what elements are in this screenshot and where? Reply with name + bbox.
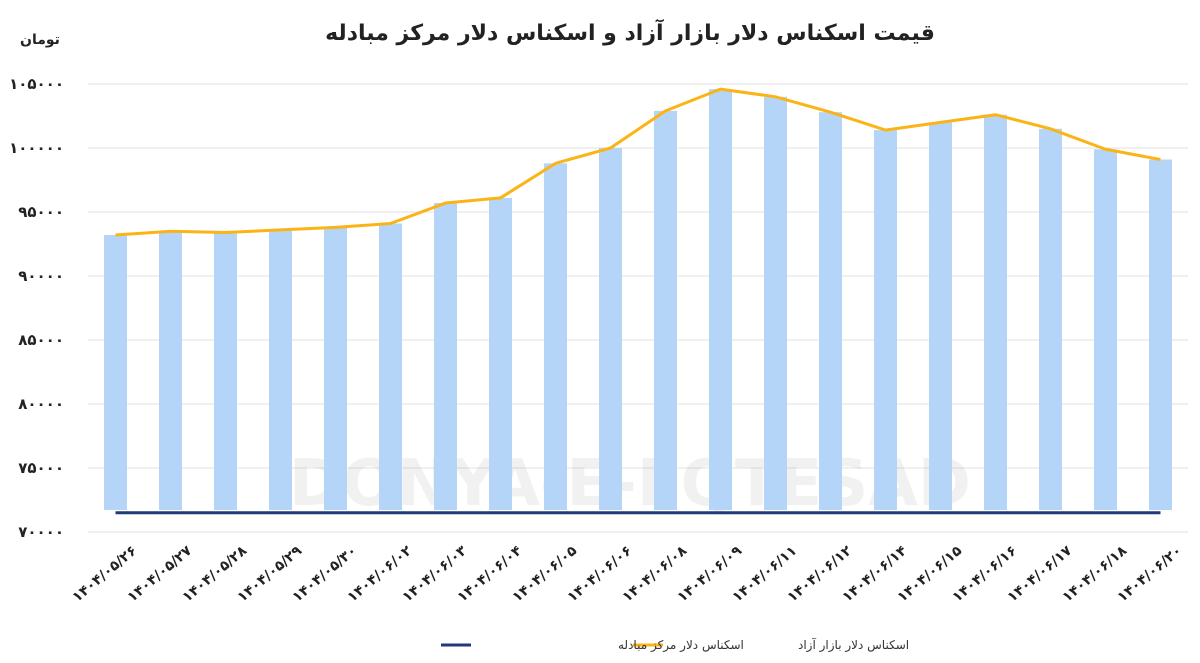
bar [1149, 159, 1172, 510]
legend-label-free-market: اسکناس دلار بازار آزاد [798, 637, 909, 653]
chart-title: قیمت اسکناس دلار بازار آزاد و اسکناس دلا… [325, 18, 935, 46]
y-tick-label: ۹۰۰۰۰ [18, 267, 64, 285]
bar [1039, 128, 1062, 511]
bar [269, 229, 292, 511]
bar [544, 163, 567, 511]
bar [709, 89, 732, 511]
y-tick-label: ۸۰۰۰۰ [18, 395, 64, 413]
y-tick-label: ۱۰۰۰۰۰ [9, 139, 64, 157]
bar [599, 148, 622, 510]
y-axis: ۷۰۰۰۰ ۷۵۰۰۰ ۸۰۰۰۰ ۸۵۰۰۰ ۹۰۰۰۰ ۹۵۰۰۰ ۱۰۰۰۰۰ ۱۰۵۰… [9, 75, 64, 541]
bar [1094, 149, 1117, 510]
bar [434, 203, 457, 511]
bars [104, 89, 1172, 511]
bar [159, 231, 182, 510]
x-axis: ۱۴۰۴/۰۵/۲۶۱۴۰۴/۰۵/۲۷۱۴۰۴/۰۵/۲۸۱۴۰۴/۰۵/۲۹… [70, 543, 1185, 606]
bar [214, 232, 237, 511]
bar [984, 114, 1007, 510]
y-tick-label: ۷۰۰۰۰ [18, 523, 64, 541]
bar [929, 122, 952, 511]
bar [819, 112, 842, 510]
watermark: DONYA-E-EQTESAD [289, 447, 971, 521]
legend: اسکناس دلار بازار آزاد اسکناس دلار مرکز … [441, 637, 909, 653]
y-tick-label: ۱۰۵۰۰۰ [9, 75, 64, 93]
lines [115, 87, 1161, 515]
y-tick-label: ۷۵۰۰۰ [18, 459, 64, 477]
series-line-free-market [115, 87, 1161, 237]
y-axis-unit: تومان [20, 32, 60, 48]
bar [104, 235, 127, 511]
legend-label-exchange-center: اسکناس دلار مرکز مبادله [618, 638, 744, 653]
bar [654, 110, 677, 510]
bar [489, 197, 512, 511]
bar [764, 96, 787, 511]
y-tick-label: ۹۵۰۰۰ [18, 203, 64, 221]
y-tick-label: ۸۵۰۰۰ [18, 331, 64, 349]
bar [324, 227, 347, 511]
bar [874, 130, 897, 510]
bar [379, 223, 402, 510]
